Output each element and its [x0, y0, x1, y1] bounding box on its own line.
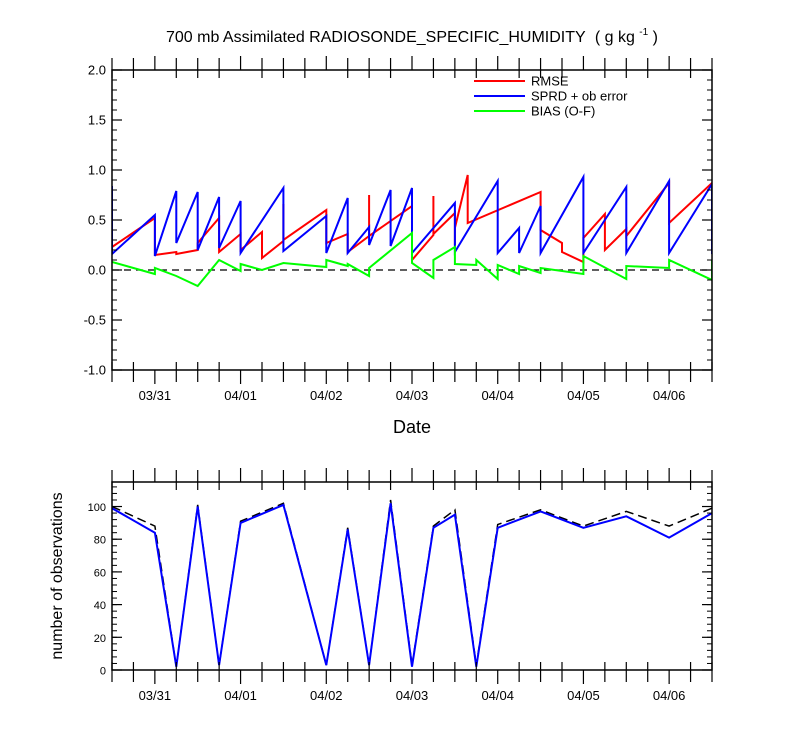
x-tick-label: 04/06 — [653, 688, 686, 703]
x-tick-label: 04/02 — [310, 388, 343, 403]
bottom-series-group — [112, 499, 712, 667]
bottom-plot-frame — [111, 481, 713, 671]
bottom-panel: 03/31 04/01 04/02 04/03 04/04 04/05 04/06 0 20 40… — [49, 468, 713, 703]
y-tick-label: -1.0 — [84, 363, 106, 378]
x-tick-label: 03/31 — [139, 388, 172, 403]
y-tick-label: 60 — [94, 567, 106, 579]
x-tick-label: 04/03 — [396, 388, 429, 403]
x-tick-label: 04/02 — [310, 688, 343, 703]
chart-title-main: 700 mb Assimilated RADIOSONDE_SPECIFIC_H… — [166, 29, 586, 46]
y-tick-label: 0.5 — [88, 213, 106, 228]
series-line-total-observations — [112, 499, 712, 667]
x-tick-label: 04/03 — [396, 688, 429, 703]
chart-title-units: ( g kg — [595, 29, 635, 46]
y-tick-label: 80 — [94, 535, 106, 547]
y-tick-label: 1.0 — [88, 163, 106, 178]
series-line-assimilated-observations — [112, 503, 712, 667]
chart-title-units-end: ) — [653, 29, 658, 46]
x-tick-label: 04/04 — [481, 388, 514, 403]
x-tick-label: 04/01 — [224, 388, 257, 403]
y-axis-label-observations: number of observations — [49, 492, 66, 659]
legend-label: BIAS (O-F) — [531, 104, 595, 119]
series-line-bias-o-f — [112, 230, 712, 288]
y-tick-label: 2.0 — [88, 63, 106, 78]
y-tick-label: 40 — [94, 600, 106, 612]
x-tick-label: 03/31 — [139, 688, 172, 703]
x-tick-label: 04/05 — [567, 388, 600, 403]
x-tick-label: 04/06 — [653, 388, 686, 403]
x-tick-label: 04/04 — [481, 688, 514, 703]
chart-title-units-exponent: -1 — [639, 27, 648, 38]
x-tick-label: 04/01 — [224, 688, 257, 703]
y-tick-label: 0.0 — [88, 263, 106, 278]
y-tick-label: -0.5 — [84, 313, 106, 328]
x-tick-label: 04/05 — [567, 688, 600, 703]
top-panel: 03/31 04/01 04/02 04/03 04/04 04/05 04/06 -1.0 -… — [84, 56, 713, 437]
y-tick-label: 20 — [94, 633, 106, 645]
legend-label: SPRD + ob error — [531, 89, 628, 104]
legend-label: RMSE — [531, 74, 569, 89]
series-line-sprd-ob-error — [112, 173, 712, 257]
y-tick-label: 0 — [100, 666, 106, 678]
x-axis-label: Date — [393, 417, 431, 437]
y-tick-label: 100 — [88, 502, 106, 514]
top-ticks: 03/31 04/01 04/02 04/03 04/04 04/05 04/06 -1.0 -… — [84, 56, 713, 403]
bottom-ticks: 03/31 04/01 04/02 04/03 04/04 04/05 04/06 0 20 40… — [88, 468, 713, 703]
chart-title: 700 mb Assimilated RADIOSONDE_SPECIFIC_H… — [166, 22, 658, 46]
top-series-group — [112, 173, 712, 288]
y-tick-label: 1.5 — [88, 113, 106, 128]
